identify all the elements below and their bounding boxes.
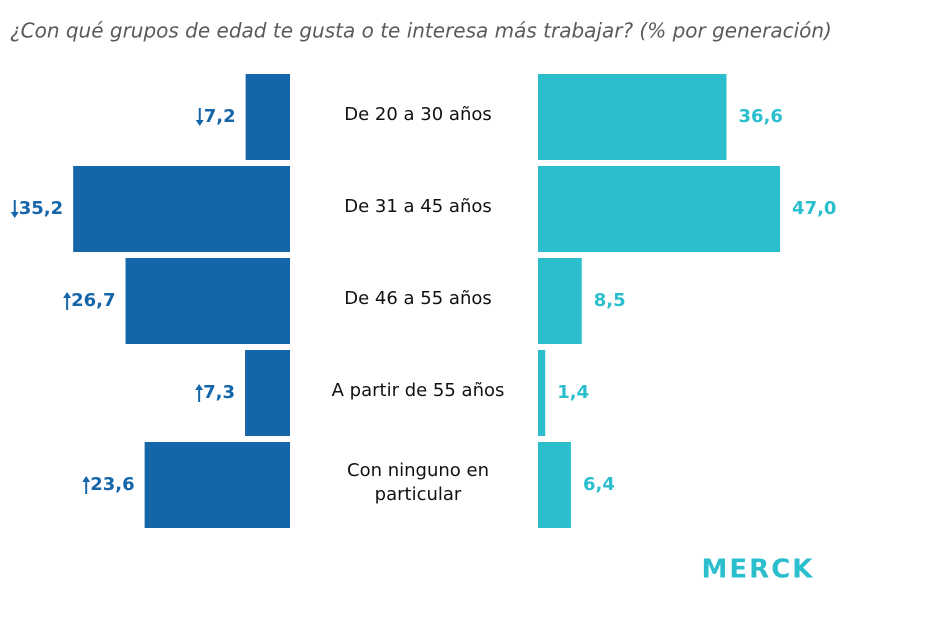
category-label: Con ninguno en particular xyxy=(347,460,489,505)
trend-arrow xyxy=(195,384,204,402)
value-label: 8,5 xyxy=(594,290,626,311)
category-label: A partir de 55 años xyxy=(331,380,505,401)
trend-arrow xyxy=(10,200,19,218)
value-label: 47,0 xyxy=(792,198,836,219)
trend-arrow xyxy=(195,108,204,126)
logo: MERCK xyxy=(702,555,815,585)
bar xyxy=(144,442,290,528)
value-label: 1,4 xyxy=(557,382,589,403)
bar xyxy=(538,74,727,160)
trend-arrow xyxy=(82,476,91,494)
value-label: 36,6 xyxy=(738,106,782,127)
bar xyxy=(538,350,546,436)
bar xyxy=(245,74,290,160)
value-label: 7,3 xyxy=(203,382,235,403)
bar xyxy=(538,166,781,252)
bar xyxy=(538,442,571,528)
bar xyxy=(73,166,290,252)
value-label: 6,4 xyxy=(583,474,615,495)
chart-title: ¿Con qué grupos de edad te gusta o te in… xyxy=(10,19,832,43)
value-label: 23,6 xyxy=(90,474,134,495)
value-label: 35,2 xyxy=(19,198,63,219)
trend-arrow xyxy=(63,292,72,310)
category-label: De 31 a 45 años xyxy=(344,196,492,217)
bar xyxy=(538,258,582,344)
bar xyxy=(245,350,290,436)
bar xyxy=(125,258,290,344)
category-label: De 20 a 30 años xyxy=(344,104,492,125)
value-label: 7,2 xyxy=(204,106,236,127)
value-label: 26,7 xyxy=(71,290,115,311)
category-label: De 46 a 55 años xyxy=(344,288,492,309)
